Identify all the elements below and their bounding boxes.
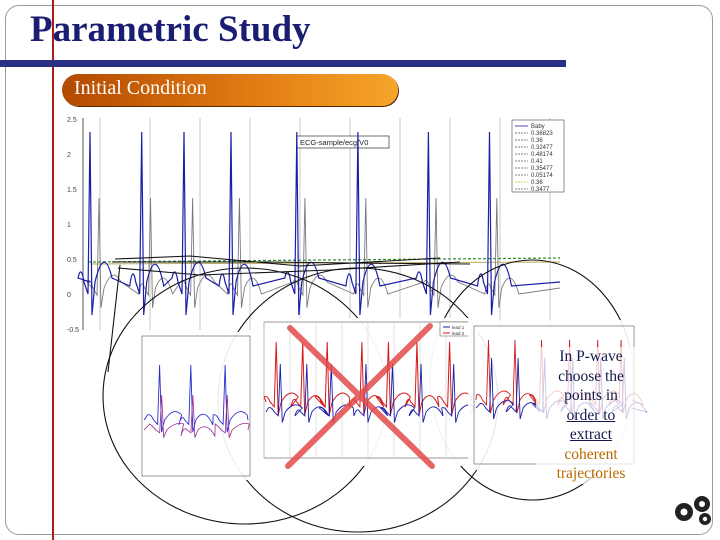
main-ytick-label: 2.5 xyxy=(67,117,77,124)
main-legend-label: 0.36823 xyxy=(531,131,553,137)
red-x-mark xyxy=(285,323,435,469)
page-title: Parametric Study xyxy=(30,9,311,50)
selection-lines xyxy=(112,255,471,276)
main-legend-label: Baby xyxy=(531,124,545,130)
subtitle-pill: Initial Condition xyxy=(62,74,398,106)
inner-legend-1: lead 1 xyxy=(452,325,465,330)
annotation-line-2: choose the xyxy=(558,367,624,385)
annotation-line-4: order to xyxy=(566,406,616,424)
main-title-label: ECG-sample/ecg/V0 xyxy=(300,138,368,147)
center-zoom-panel: lead 1 lead 2 xyxy=(258,318,478,466)
connector-left xyxy=(107,264,121,373)
left-zoom-panel xyxy=(138,332,256,480)
ecg-trace-blue xyxy=(77,131,561,316)
annotation-line-5: extract xyxy=(569,426,613,443)
main-chart: 2.521.510.50-0.5 ECG-sample/ecg/V0 Baby0… xyxy=(67,117,565,334)
main-ytick-label: -0.5 xyxy=(67,327,79,334)
main-ytick-label: 1.5 xyxy=(67,187,77,194)
main-legend-label: 0.32477 xyxy=(531,145,553,151)
main-legend-label: 0.48174 xyxy=(531,152,553,158)
main-ytick-label: 0.5 xyxy=(67,257,77,264)
slide-frame xyxy=(5,5,713,535)
annotation-line-6: coherent xyxy=(564,445,618,463)
baseline-green xyxy=(87,257,561,263)
inner-legend-2: lead 2 xyxy=(452,331,465,336)
main-legend-label: 0.35477 xyxy=(531,166,553,172)
main-ytick-label: 2 xyxy=(67,152,71,159)
main-legend-label: 0.41 xyxy=(531,159,543,165)
gears-icon[interactable] xyxy=(672,492,716,526)
main-legend-label: 0.3477 xyxy=(531,187,550,193)
main-legend-label: 0.05174 xyxy=(531,173,553,179)
annotation-text: In P-wave choose the points in order to … xyxy=(536,347,646,484)
title-underline-bar xyxy=(0,60,566,67)
vertical-rule xyxy=(52,0,54,540)
main-legend-box xyxy=(511,119,565,193)
main-ytick-label: 1 xyxy=(67,222,71,229)
annotation-line-1: In P-wave xyxy=(559,348,623,365)
main-legend-label: 0.36 xyxy=(531,180,543,186)
annotation-line-3: points in xyxy=(564,387,618,404)
annotation-line-7: trajectories xyxy=(556,465,626,482)
main-legend-label: 0.36 xyxy=(531,138,543,144)
subtitle-text: Initial Condition xyxy=(74,77,207,99)
main-ytick-label: 0 xyxy=(67,292,71,299)
